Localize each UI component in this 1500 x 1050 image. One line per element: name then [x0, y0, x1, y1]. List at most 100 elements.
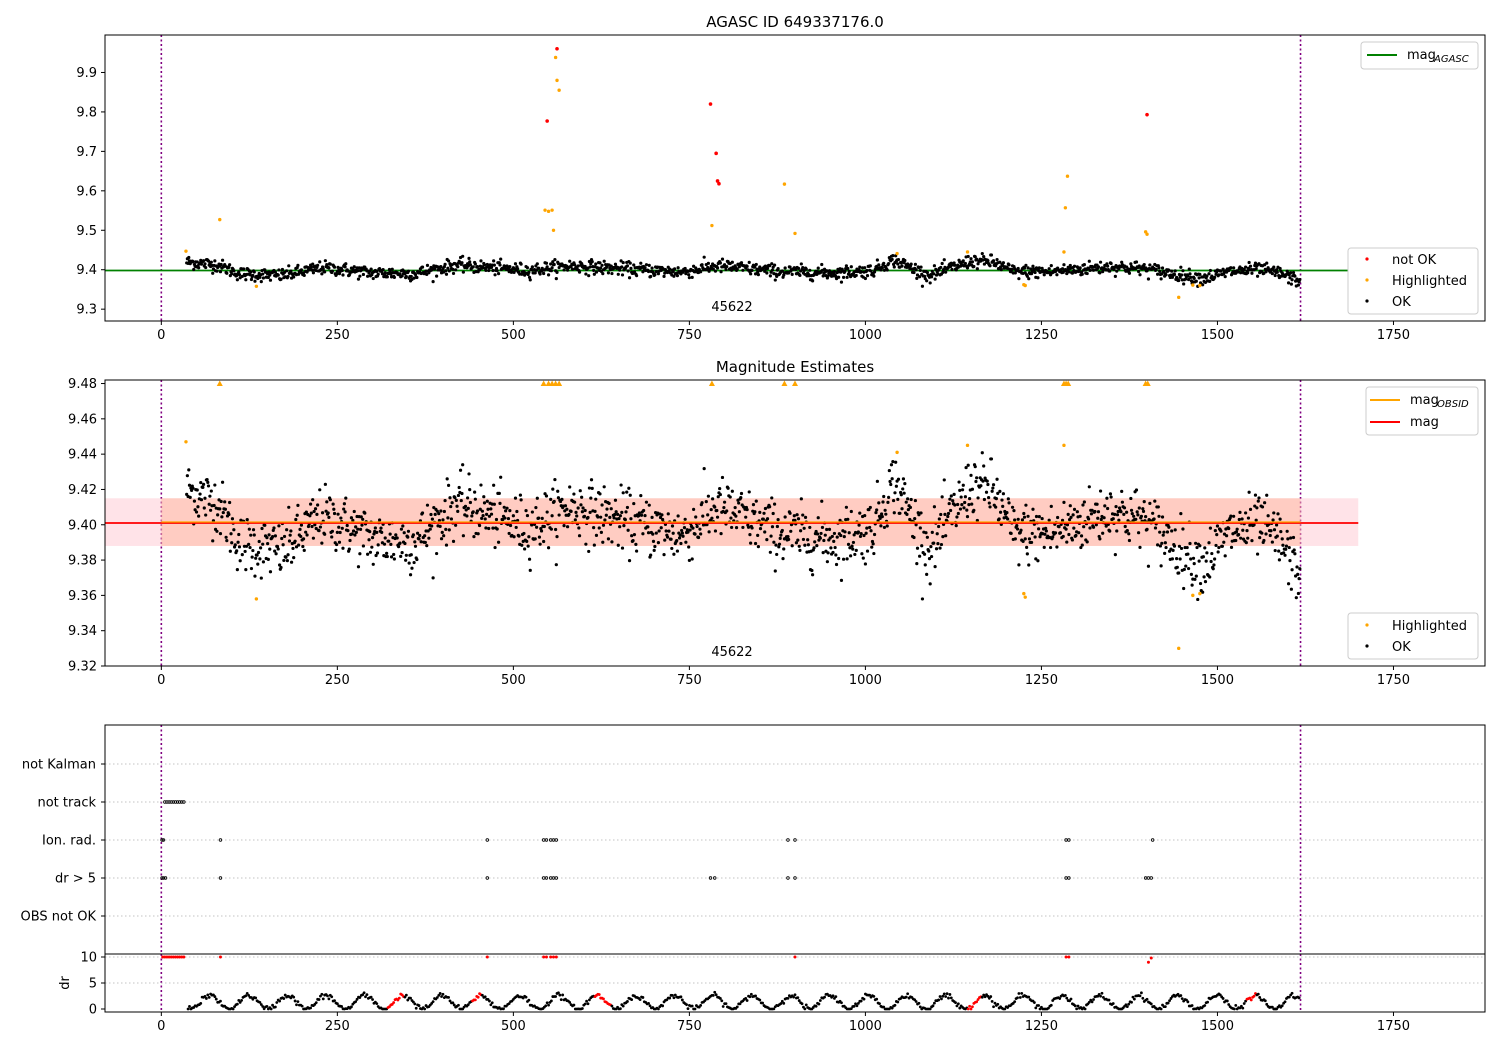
dr-point [1034, 1006, 1038, 1010]
data-point [1072, 507, 1077, 512]
legend-mag-agasc: mag AGASC [1360, 41, 1479, 70]
data-point [318, 525, 323, 529]
data-point [1113, 512, 1117, 516]
data-point [885, 268, 889, 272]
data-point [1120, 489, 1124, 493]
data-point [841, 275, 846, 280]
data-point [763, 530, 767, 534]
data-point [739, 261, 744, 265]
data-point [587, 549, 591, 554]
data-point [869, 529, 873, 533]
data-point [1198, 272, 1202, 277]
flag-marker [160, 838, 164, 842]
data-point [339, 516, 343, 520]
data-point [266, 542, 270, 546]
data-point [1157, 266, 1161, 270]
data-point [568, 485, 572, 489]
data-point [425, 263, 430, 267]
dr-point [438, 992, 442, 995]
data-point [249, 277, 254, 282]
data-point [1284, 544, 1289, 548]
data-point [423, 540, 427, 545]
legend-label: mag [1410, 415, 1439, 430]
data-point [618, 514, 622, 518]
data-point [242, 267, 246, 271]
data-point [368, 530, 372, 534]
data-point [407, 561, 411, 565]
dr-point [1013, 1000, 1017, 1004]
dr-point [1234, 1004, 1238, 1007]
data-point [617, 516, 621, 521]
data-point [799, 497, 803, 501]
data-point [849, 554, 853, 558]
data-point [644, 500, 649, 504]
data-point [844, 505, 848, 509]
dr-point [983, 995, 987, 999]
data-point [965, 266, 970, 270]
data-point [915, 276, 919, 280]
data-point [1182, 282, 1186, 286]
dr-point [1125, 1005, 1129, 1009]
dr-point [638, 998, 642, 1001]
flag-marker [541, 876, 546, 880]
data-point [255, 553, 259, 557]
data-point [592, 272, 596, 276]
data-point [788, 265, 792, 269]
data-point [443, 498, 447, 503]
data-point [218, 955, 222, 959]
data-point [854, 273, 858, 278]
flag-marker [485, 876, 490, 880]
data-point [932, 541, 936, 545]
data-point [1194, 541, 1198, 545]
dr-point [1249, 998, 1253, 1002]
data-point [544, 494, 549, 498]
data-point [372, 532, 376, 536]
data-point [637, 511, 641, 515]
data-point [1146, 564, 1151, 568]
data-point [565, 507, 569, 511]
dr-point [358, 996, 362, 999]
data-point [1172, 544, 1177, 548]
data-point [502, 505, 506, 509]
data-point [442, 534, 446, 538]
dr-point [259, 1003, 263, 1006]
data-point [1181, 527, 1185, 531]
data-point [675, 549, 680, 553]
data-point [722, 500, 727, 504]
data-point [582, 514, 587, 518]
data-point [834, 562, 839, 567]
dr-point [527, 998, 531, 1002]
data-point [1240, 517, 1244, 521]
data-point [233, 543, 237, 547]
data-point [630, 534, 634, 538]
data-point [573, 518, 577, 522]
data-point [349, 516, 354, 520]
dr-point [992, 1005, 995, 1009]
data-point [1203, 580, 1208, 584]
data-point [254, 597, 259, 601]
data-point [1032, 267, 1036, 272]
data-point [827, 527, 832, 531]
data-point [1179, 273, 1184, 277]
data-point [211, 271, 215, 275]
data-point [284, 555, 288, 559]
data-point-clipped [781, 380, 788, 387]
data-point [1191, 593, 1195, 598]
data-point [1088, 268, 1092, 273]
data-point [209, 489, 213, 493]
dr-point [441, 992, 445, 996]
data-point [413, 272, 418, 277]
data-point [786, 534, 790, 539]
data-point [527, 270, 531, 274]
data-point [600, 503, 604, 507]
flag-marker [218, 838, 223, 842]
data-point [249, 533, 253, 537]
data-point [583, 264, 587, 269]
data-point [1030, 270, 1034, 274]
data-point [1269, 529, 1273, 533]
data-point [745, 264, 749, 268]
data-point [623, 518, 627, 522]
data-point [267, 533, 271, 537]
data-point [553, 477, 557, 482]
data-point [1148, 501, 1152, 506]
